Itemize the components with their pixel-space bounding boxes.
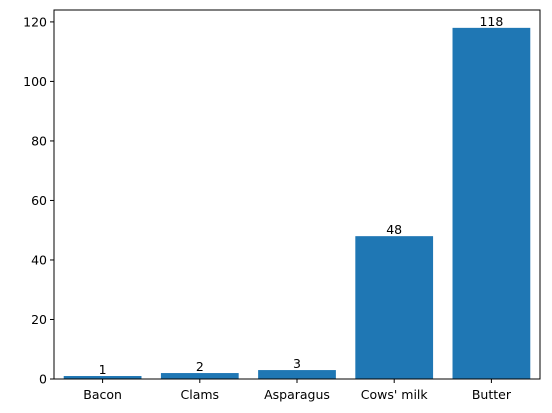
y-axis: 0 20 40 60 80 100 120 [23,14,54,387]
y-tick-label-4: 80 [31,133,47,148]
data-label-2: 3 [293,356,301,371]
y-tick-label-0: 0 [39,372,47,387]
data-label-3: 48 [386,222,402,237]
y-tick-label-1: 20 [31,312,47,327]
x-tick-label-4: Butter [472,387,512,402]
x-tick-label-0: Bacon [83,387,122,402]
x-tick-label-1: Clams [181,387,220,402]
y-tick-label-2: 40 [31,252,47,267]
bar-1 [160,373,239,379]
plot-area: 1 2 3 48 118 [63,14,531,380]
bar-2 [258,370,336,379]
y-tick-label-5: 100 [23,74,47,89]
data-label-1: 2 [196,359,204,374]
data-label-4: 118 [479,14,503,29]
x-tick-label-3: Cows' milk [361,387,429,402]
x-axis: Bacon Clams Asparagus Cows' milk Butter [83,379,512,402]
x-tick-label-2: Asparagus [264,387,330,402]
bar-0 [63,376,142,379]
bar-4 [452,27,531,380]
data-label-0: 1 [99,362,107,377]
bar-3 [355,236,434,379]
y-tick-label-3: 60 [31,193,47,208]
y-tick-label-6: 120 [23,14,47,29]
